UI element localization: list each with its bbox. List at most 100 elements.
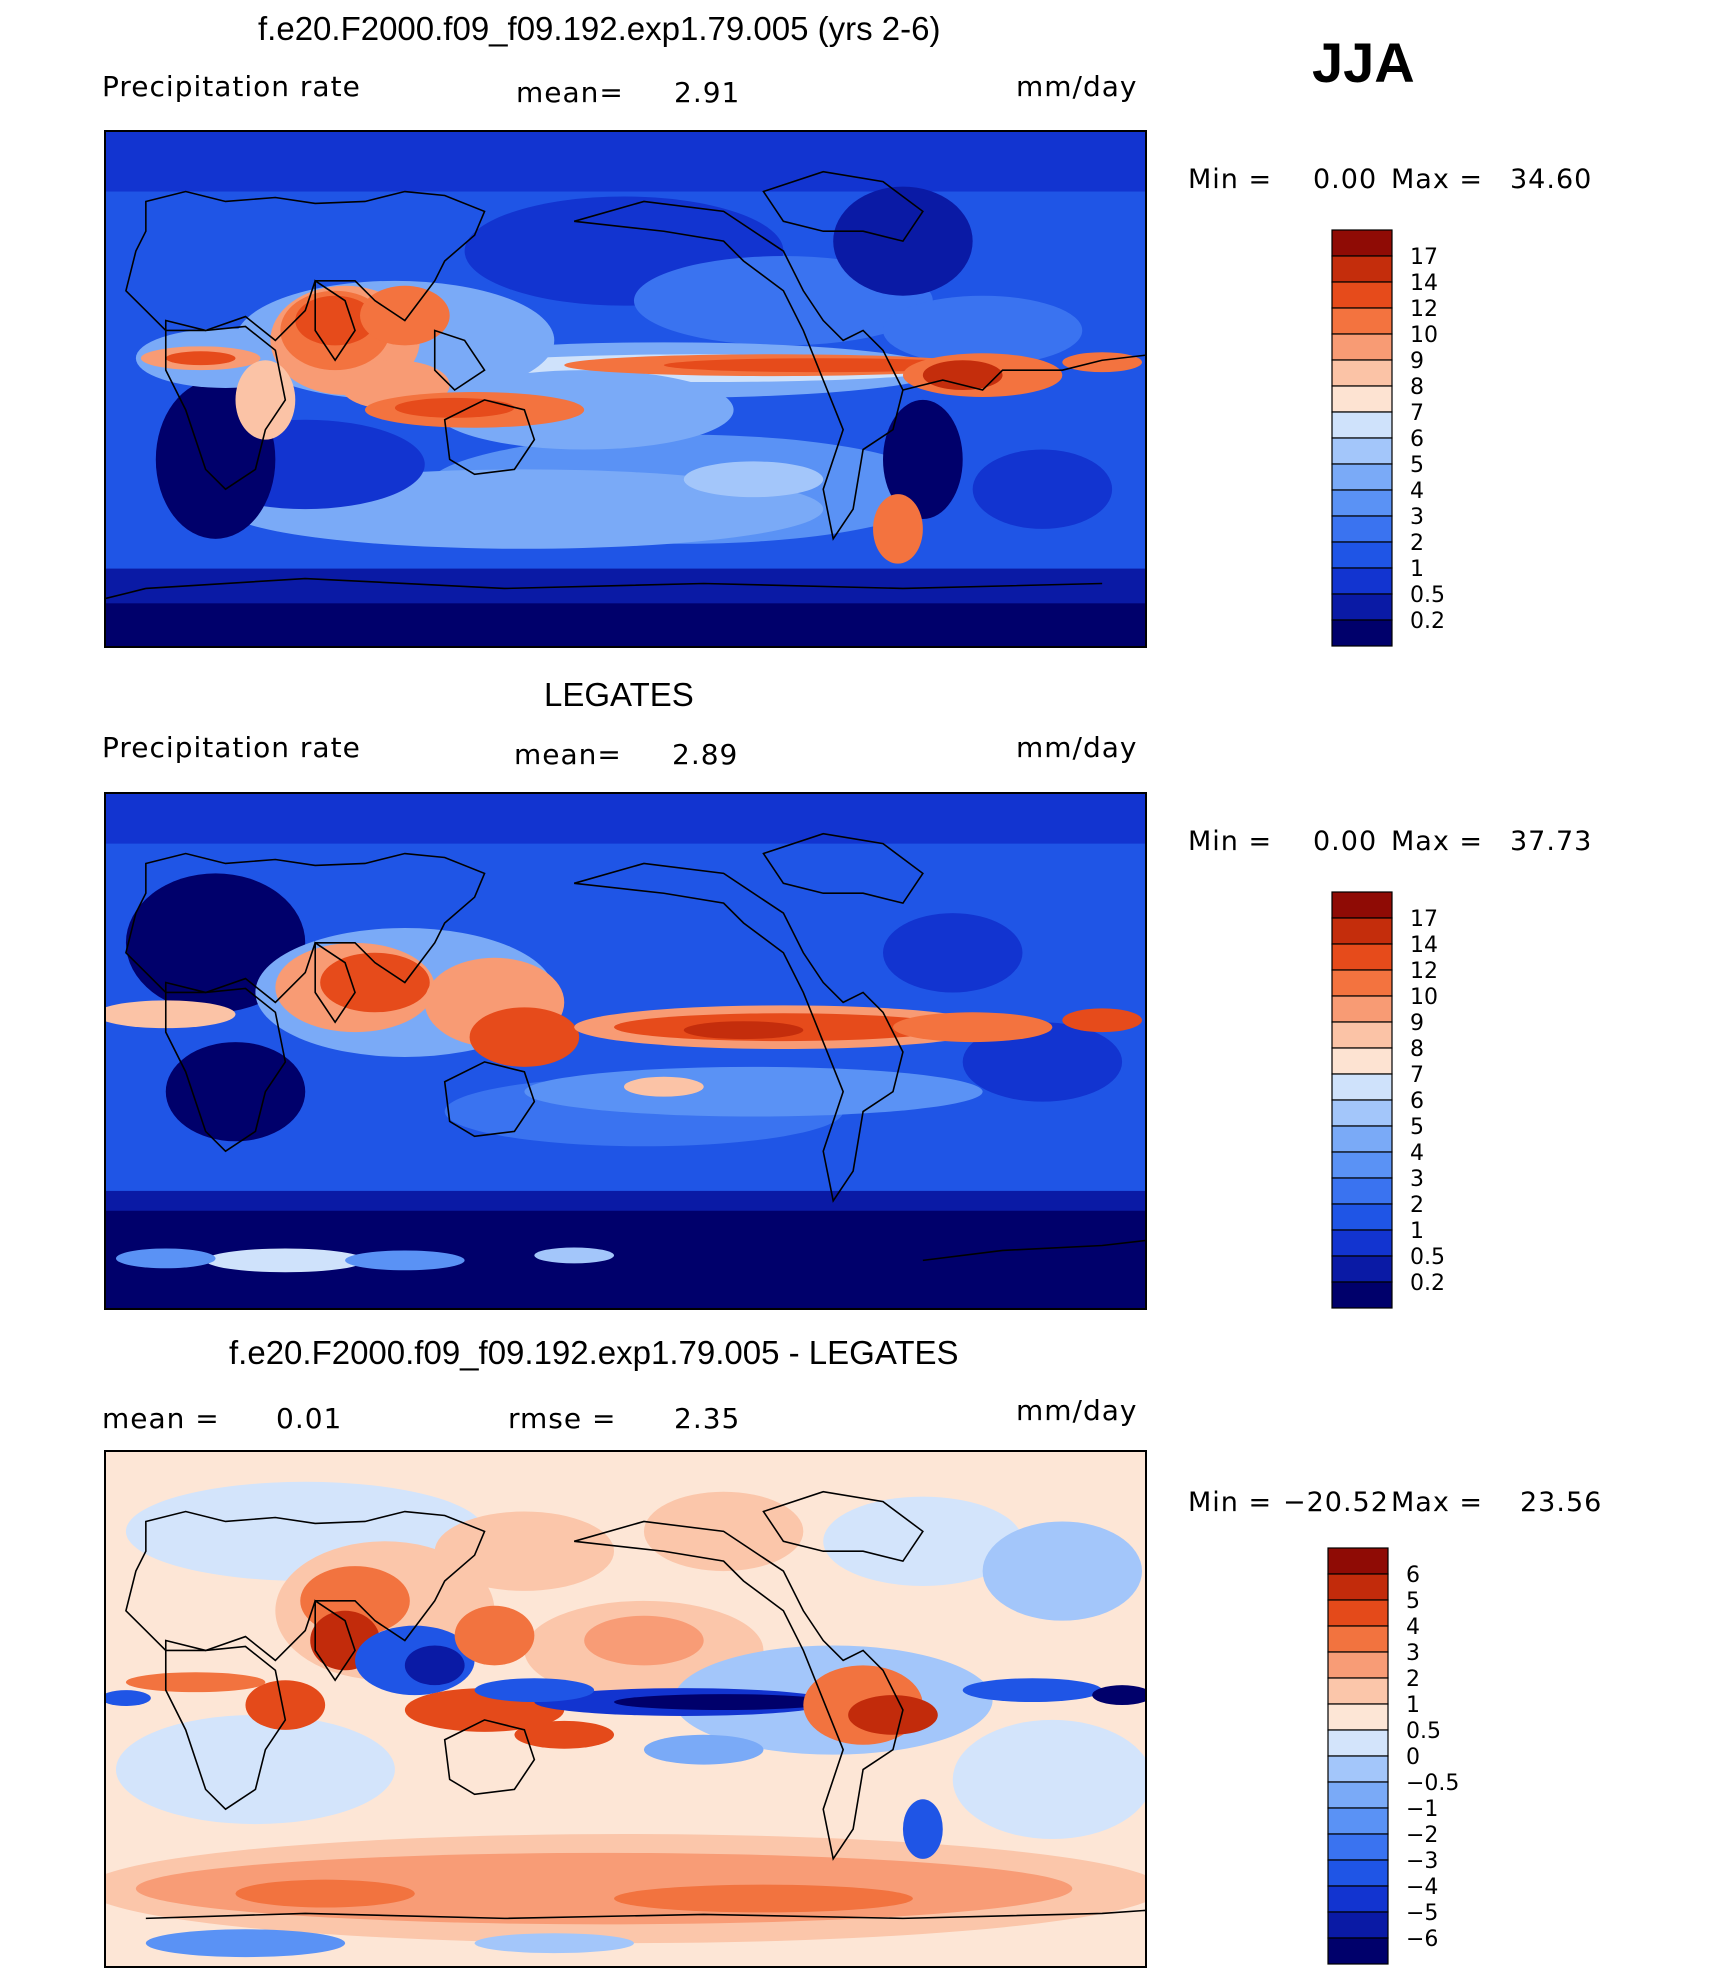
panel1-colorbar-box bbox=[1331, 229, 1393, 257]
panel3-colorbar-box bbox=[1327, 1729, 1389, 1757]
panel3-colorbar-label: 0.5 bbox=[1406, 1719, 1441, 1744]
panel2-colorbar-box bbox=[1331, 1047, 1393, 1075]
panel1-precip-map bbox=[104, 130, 1147, 648]
panel3-colorbar-label: −4 bbox=[1406, 1875, 1438, 1900]
panel1-colorbar-box bbox=[1331, 333, 1393, 361]
panel2-colorbar-box bbox=[1331, 1281, 1393, 1309]
panel3-max-value: 23.56 bbox=[1520, 1487, 1603, 1518]
panel2-colorbar-label: 4 bbox=[1410, 1141, 1424, 1166]
panel2-colorbar-box bbox=[1331, 943, 1393, 971]
panel2-colorbar-label: 17 bbox=[1410, 907, 1438, 932]
panel3-colorbar-label: 2 bbox=[1406, 1667, 1420, 1692]
panel1-colorbar-label: 4 bbox=[1410, 479, 1424, 504]
panel3-colorbar-box bbox=[1327, 1833, 1389, 1861]
panel2-mean-value: 2.89 bbox=[672, 738, 739, 771]
panel2-colorbar-box bbox=[1331, 1229, 1393, 1257]
panel1-colorbar-label: 8 bbox=[1410, 375, 1424, 400]
panel3-colorbar-box bbox=[1327, 1625, 1389, 1653]
panel1-mean-value: 2.91 bbox=[674, 76, 741, 109]
panel1-colorbar-label: 10 bbox=[1410, 323, 1438, 348]
panel1-colorbar-box bbox=[1331, 489, 1393, 517]
panel3-colorbar: 6 5 4 3 2 1 0.5 0 −0.5 −1 −2 −3 −4 −5 −6 bbox=[1327, 1547, 1528, 1965]
panel3-colorbar-label: 3 bbox=[1406, 1641, 1420, 1666]
panel3-colorbar-label: −6 bbox=[1406, 1927, 1438, 1952]
panel2-colorbar-label: 12 bbox=[1410, 959, 1438, 984]
panel3-colorbar-box bbox=[1327, 1755, 1389, 1783]
panel1-colorbar-box bbox=[1331, 307, 1393, 335]
panel3-colorbar-label: −5 bbox=[1406, 1901, 1438, 1926]
panel1-colorbar-box bbox=[1331, 437, 1393, 465]
panel3-min-label: Min = bbox=[1188, 1487, 1273, 1518]
panel2-colorbar-box bbox=[1331, 1255, 1393, 1283]
panel1-max-label: Max = bbox=[1391, 164, 1484, 195]
panel2-colorbar-label: 2 bbox=[1410, 1193, 1424, 1218]
panel2-colorbar-label: 10 bbox=[1410, 985, 1438, 1010]
panel1-units: mm/day bbox=[1016, 70, 1138, 103]
panel1-colorbar-label: 2 bbox=[1410, 531, 1424, 556]
panel3-colorbar-label: −3 bbox=[1406, 1849, 1438, 1874]
panel3-colorbar-box bbox=[1327, 1677, 1389, 1705]
panel2-colorbar: 17 14 12 10 9 8 7 6 5 4 3 2 1 0.5 0.2 bbox=[1331, 891, 1532, 1309]
panel3-colorbar-label: 5 bbox=[1406, 1589, 1420, 1614]
panel1-colorbar-label: 14 bbox=[1410, 271, 1438, 296]
panel2-colorbar-box bbox=[1331, 1099, 1393, 1127]
panel1-colorbar-box bbox=[1331, 593, 1393, 621]
panel1-colorbar-label: 7 bbox=[1410, 401, 1424, 426]
panel1-colorbar-box bbox=[1331, 567, 1393, 595]
panel2-colorbar-box bbox=[1331, 1203, 1393, 1231]
panel2-colorbar-label: 1 bbox=[1410, 1219, 1424, 1244]
panel3-colorbar-label: 6 bbox=[1406, 1563, 1420, 1588]
panel2-colorbar-label: 0.2 bbox=[1410, 1271, 1445, 1296]
panel3-title: f.e20.F2000.f09_f09.192.exp1.79.005 - LE… bbox=[229, 1334, 959, 1371]
panel1-colorbar-box bbox=[1331, 619, 1393, 647]
panel1-colorbar-box bbox=[1331, 515, 1393, 543]
panel1-max-value: 34.60 bbox=[1510, 164, 1593, 195]
panel1-title: f.e20.F2000.f09_f09.192.exp1.79.005 (yrs… bbox=[258, 10, 941, 47]
panel2-colorbar-label: 5 bbox=[1410, 1115, 1424, 1140]
panel3-max-label: Max = bbox=[1391, 1487, 1484, 1518]
panel1-min-value: 0.00 bbox=[1313, 164, 1378, 195]
panel3-mean-value: 0.01 bbox=[276, 1402, 343, 1435]
panel3-colorbar-box bbox=[1327, 1573, 1389, 1601]
panel2-colorbar-box bbox=[1331, 917, 1393, 945]
panel3-colorbar-label: −0.5 bbox=[1406, 1771, 1459, 1796]
panel1-min-label: Min = bbox=[1188, 164, 1273, 195]
panel1-colorbar-box bbox=[1331, 541, 1393, 569]
panel2-min-label: Min = bbox=[1188, 826, 1273, 857]
panel1-variable-label: Precipitation rate bbox=[102, 70, 361, 103]
panel2-colorbar-box bbox=[1331, 1177, 1393, 1205]
panel2-colorbar-box bbox=[1331, 1021, 1393, 1049]
panel2-colorbar-box bbox=[1331, 891, 1393, 919]
panel2-colorbar-box bbox=[1331, 1151, 1393, 1179]
panel2-precip-map bbox=[104, 792, 1147, 1310]
panel3-colorbar-label: −1 bbox=[1406, 1797, 1438, 1822]
panel1-colorbar-label: 1 bbox=[1410, 557, 1424, 582]
panel2-colorbar-label: 7 bbox=[1410, 1063, 1424, 1088]
panel3-colorbar-box bbox=[1327, 1807, 1389, 1835]
panel2-mean-label: mean= bbox=[514, 738, 622, 771]
panel1-colorbar-label: 17 bbox=[1410, 245, 1438, 270]
panel3-rmse-label: rmse = bbox=[508, 1402, 617, 1435]
panel2-variable-label: Precipitation rate bbox=[102, 731, 361, 764]
panel3-rmse-value: 2.35 bbox=[674, 1402, 741, 1435]
panel1-colorbar: 17 14 12 10 9 8 7 6 5 4 3 2 1 0.5 0.2 bbox=[1331, 229, 1532, 647]
panel3-colorbar-label: 4 bbox=[1406, 1615, 1420, 1640]
panel1-mean-label: mean= bbox=[516, 76, 624, 109]
panel3-difference-map bbox=[104, 1450, 1147, 1968]
panel1-colorbar-box bbox=[1331, 463, 1393, 491]
panel3-min-value: −20.52 bbox=[1283, 1487, 1389, 1518]
panel3-colorbar-box bbox=[1327, 1911, 1389, 1939]
panel1-colorbar-label: 0.5 bbox=[1410, 583, 1445, 608]
panel3-colorbar-box bbox=[1327, 1859, 1389, 1887]
panel3-colorbar-label: 1 bbox=[1406, 1693, 1420, 1718]
panel3-colorbar-label: 0 bbox=[1406, 1745, 1420, 1770]
panel1-colorbar-label: 9 bbox=[1410, 349, 1424, 374]
panel3-colorbar-box bbox=[1327, 1703, 1389, 1731]
panel3-colorbar-box bbox=[1327, 1885, 1389, 1913]
panel1-colorbar-label: 12 bbox=[1410, 297, 1438, 322]
season-label: JJA bbox=[1312, 31, 1415, 94]
panel3-colorbar-box bbox=[1327, 1651, 1389, 1679]
panel1-colorbar-label: 6 bbox=[1410, 427, 1424, 452]
panel2-colorbar-label: 8 bbox=[1410, 1037, 1424, 1062]
panel2-min-value: 0.00 bbox=[1313, 826, 1378, 857]
